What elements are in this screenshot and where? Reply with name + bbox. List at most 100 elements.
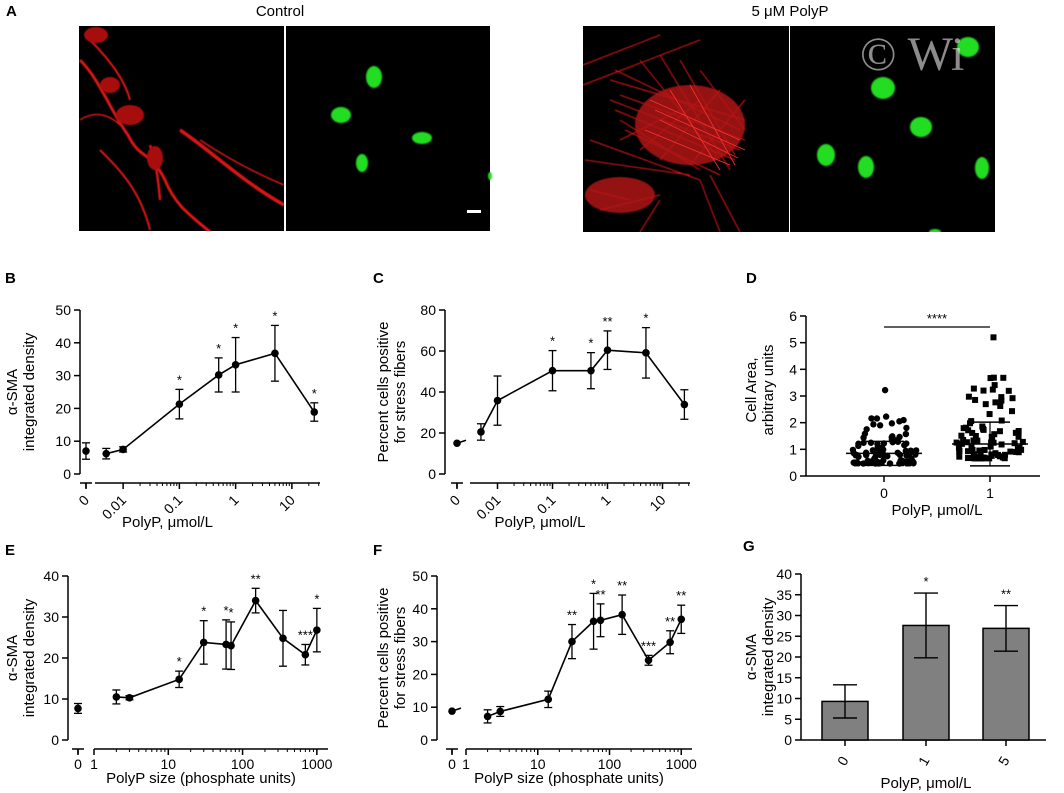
data-point bbox=[867, 439, 875, 446]
x-tick-label: 1 bbox=[90, 756, 98, 772]
data-point bbox=[903, 424, 910, 432]
data-point bbox=[999, 454, 1006, 461]
x-tick-label: 0 bbox=[446, 492, 463, 509]
x-tick-label: 0 bbox=[74, 756, 82, 772]
data-point bbox=[880, 457, 887, 464]
series-line bbox=[116, 599, 318, 699]
data-point bbox=[477, 428, 485, 436]
panel-label: C bbox=[373, 270, 384, 287]
significance-label: ** bbox=[617, 578, 627, 593]
data-point bbox=[448, 707, 456, 715]
data-point bbox=[986, 411, 993, 418]
significance-label: * bbox=[216, 341, 221, 356]
y-axis-label: α-SMAintegrated density bbox=[743, 597, 777, 716]
y-tick-label: 4 bbox=[789, 361, 797, 377]
data-point bbox=[642, 349, 650, 357]
y-tick-label: 80 bbox=[420, 302, 436, 318]
data-point bbox=[175, 675, 183, 684]
panel-a: A Control 5 μM PolyP bbox=[6, 3, 995, 232]
y-tick-label: 6 bbox=[789, 308, 797, 324]
y-axis-label-line: integrated density bbox=[760, 597, 777, 716]
y-tick-label: 10 bbox=[776, 691, 792, 707]
data-point bbox=[990, 374, 997, 381]
data-point bbox=[1011, 440, 1018, 447]
y-tick-label: 20 bbox=[412, 666, 428, 682]
data-point bbox=[992, 450, 999, 457]
x-tick-label: 1 bbox=[597, 492, 614, 509]
significance-label: *** bbox=[641, 638, 656, 653]
treated-actin-image bbox=[583, 26, 789, 232]
data-point bbox=[904, 459, 912, 467]
data-point bbox=[969, 446, 976, 453]
data-point bbox=[680, 400, 689, 409]
y-tick-label: 15 bbox=[776, 670, 792, 686]
significance-label: * bbox=[177, 654, 182, 669]
significance-label: ** bbox=[1001, 587, 1011, 602]
data-point bbox=[877, 449, 884, 456]
data-point bbox=[881, 386, 889, 394]
data-point bbox=[970, 451, 977, 458]
data-point bbox=[231, 360, 240, 369]
y-axis-label: Percent cells positivefor stress fibers bbox=[375, 322, 409, 463]
significance-label: ** bbox=[595, 587, 605, 602]
y-tick-label: 20 bbox=[55, 400, 71, 416]
y-axis-label-line: α-SMA bbox=[743, 634, 760, 680]
data-point bbox=[956, 447, 963, 454]
data-point bbox=[301, 650, 310, 659]
panel-label-a: A bbox=[6, 3, 17, 20]
y-axis-label-line: α-SMA bbox=[4, 369, 21, 415]
significance-label: ** bbox=[676, 588, 686, 603]
y-axis-label-line: for stress fibers bbox=[392, 341, 409, 444]
x-axis-label: PolyP, μmol/L bbox=[495, 514, 586, 531]
y-tick-label: 40 bbox=[776, 566, 792, 582]
y-tick-label: 50 bbox=[412, 568, 428, 584]
data-point bbox=[996, 428, 1003, 435]
data-point bbox=[958, 432, 965, 439]
data-point bbox=[888, 420, 896, 427]
y-axis-label-line: arbitrary units bbox=[760, 345, 777, 436]
data-point bbox=[980, 387, 987, 394]
data-point bbox=[912, 447, 920, 454]
data-point bbox=[861, 430, 869, 437]
y-axis-label-line: Percent cells positive bbox=[375, 588, 392, 729]
x-axis-label: PolyP size (phosphate units) bbox=[106, 770, 296, 787]
data-point bbox=[982, 401, 989, 408]
data-point bbox=[855, 442, 862, 450]
data-point bbox=[493, 396, 502, 405]
y-tick-label: 0 bbox=[784, 732, 792, 748]
significance-label: *** bbox=[298, 627, 313, 642]
y-tick-label: 60 bbox=[420, 343, 436, 359]
data-point bbox=[953, 439, 960, 446]
data-point bbox=[313, 626, 321, 634]
y-tick-label: 20 bbox=[43, 650, 59, 666]
data-point bbox=[976, 447, 983, 454]
x-tick-label: 10 bbox=[160, 756, 176, 772]
data-point bbox=[589, 617, 598, 626]
data-point bbox=[976, 454, 983, 461]
data-point bbox=[992, 399, 999, 406]
data-point bbox=[82, 447, 90, 455]
significance-label: * bbox=[224, 603, 229, 618]
data-point bbox=[666, 638, 674, 647]
significance-label: * bbox=[177, 372, 182, 387]
data-point bbox=[991, 382, 998, 389]
y-tick-label: 0 bbox=[420, 732, 428, 748]
y-tick-label: 0 bbox=[63, 466, 71, 482]
significance-label: * bbox=[643, 311, 648, 326]
x-tick-label: 5 bbox=[995, 753, 1013, 768]
data-point bbox=[214, 371, 223, 379]
x-tick-label: 0 bbox=[75, 492, 92, 509]
significance-label: * bbox=[591, 576, 596, 591]
data-point bbox=[1015, 449, 1022, 456]
data-point bbox=[965, 393, 972, 400]
data-point bbox=[968, 418, 975, 425]
data-point bbox=[644, 656, 653, 665]
treated-title: 5 μM PolyP bbox=[752, 3, 829, 20]
y-axis-label: Cell Area,arbitrary units bbox=[743, 345, 777, 436]
y-tick-label: 0 bbox=[428, 466, 436, 482]
data-point bbox=[968, 443, 975, 450]
treated-nuclei-image: © Wi bbox=[790, 26, 995, 232]
